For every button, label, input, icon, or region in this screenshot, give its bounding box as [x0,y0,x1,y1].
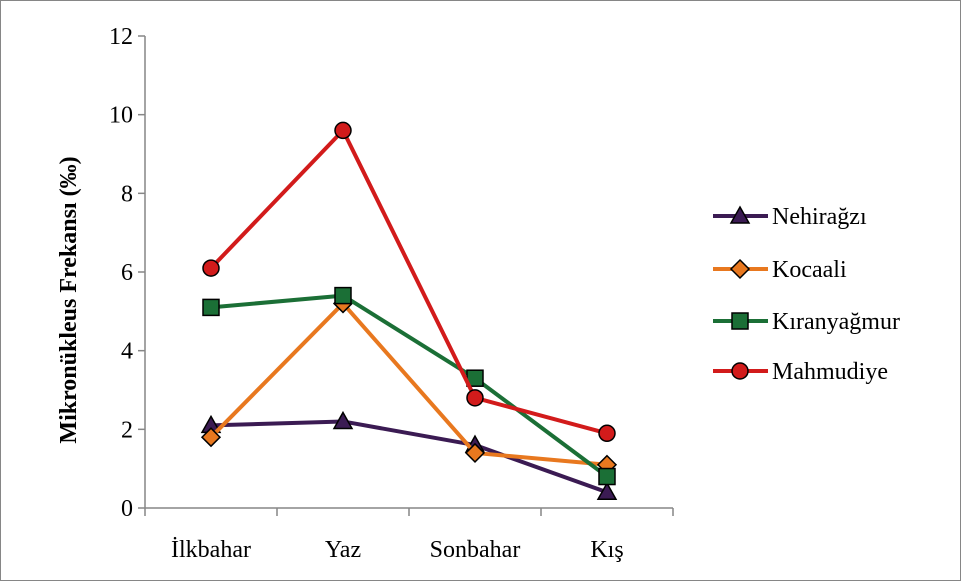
y-tick-label: 0 [121,496,133,522]
data-point-diamond [200,427,222,448]
y-tick-label: 6 [121,260,133,286]
y-axis-title: Mikronükleus Frekansı (‰) [56,156,82,443]
axes [144,36,673,509]
data-point-circle [334,121,352,140]
data-point-square [598,467,616,486]
data-point-triangle [332,410,354,430]
y-tick-label: 12 [109,24,133,50]
series-0 [200,410,618,501]
legend-item: Kocaali [713,257,847,283]
y-tick-label: 8 [121,181,133,207]
legend-label: Kıranyağmur [772,309,900,335]
x-tick-label: Yaz [325,537,361,563]
data-point-diamond [464,442,486,463]
data-point-square [202,298,220,317]
series-3 [202,121,616,443]
legend-item: Nehirağzı [713,204,867,230]
legend: Nehirağzı Kocaali Kıranyağmur Mahmudiye [713,204,900,385]
legend-marker-circle [731,362,749,380]
data-point-circle [598,424,616,443]
series-line [210,293,609,479]
series-line [210,419,608,495]
series-line [209,301,608,467]
data-point-square [334,286,352,305]
x-tick-label: İlkbahar [171,537,251,563]
series-2 [202,286,616,486]
x-tick-label: Kış [590,537,623,563]
data-point-circle [202,259,220,277]
legend-item: Mahmudiye [713,359,888,385]
legend-marker-square [731,312,749,330]
series-1 [200,293,618,475]
x-ticks: İlkbahar Yaz Sonbahar Kış [144,508,674,563]
legend-label: Nehirağzı [772,204,867,230]
series-layer [200,121,618,501]
legend-label: Mahmudiye [772,359,888,385]
legend-marker-triangle [729,205,751,224]
x-tick-label: Sonbahar [430,537,521,563]
legend-label: Kocaali [772,257,847,283]
y-tick-label: 4 [121,339,133,365]
legend-item: Kıranyağmur [713,309,900,335]
legend-marker-diamond [729,258,751,280]
data-point-triangle [596,481,618,501]
y-tick-label: 10 [109,103,133,129]
y-ticks: 0 2 4 6 8 10 12 [109,24,145,522]
y-tick-label: 2 [121,417,133,443]
data-point-circle [466,389,484,407]
series-line [209,128,608,436]
